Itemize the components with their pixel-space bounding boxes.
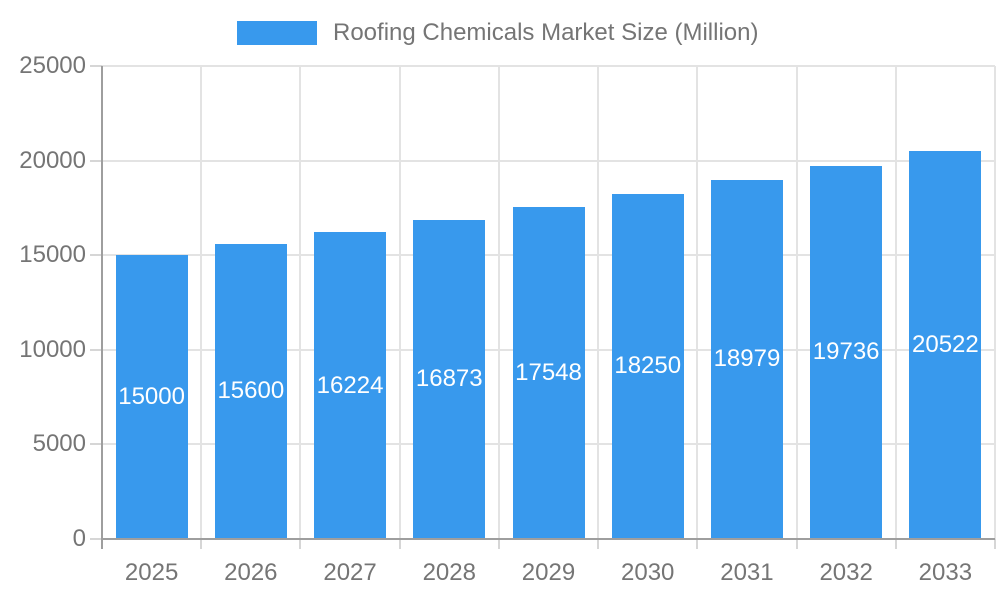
gridline-vertical xyxy=(597,66,600,539)
x-axis-tick-label: 2027 xyxy=(323,559,377,586)
y-axis-tick xyxy=(90,159,102,162)
bar xyxy=(115,255,188,539)
x-axis-tick xyxy=(398,539,401,549)
x-axis-tick xyxy=(994,539,996,549)
x-axis-tick xyxy=(696,539,699,549)
y-axis-tick-label: 0 xyxy=(72,525,86,552)
y-axis-tick-label: 25000 xyxy=(19,52,86,79)
chart-legend[interactable]: Roofing Chemicals Market Size (Million) xyxy=(237,18,758,48)
y-axis-tick xyxy=(90,538,102,540)
gridline-vertical xyxy=(200,66,203,539)
x-axis-tick-label: 2031 xyxy=(720,559,774,586)
bar xyxy=(810,165,883,539)
gridline-vertical xyxy=(696,66,699,539)
bar-value-label: 18250 xyxy=(614,352,682,380)
y-axis-tick-label: 5000 xyxy=(32,430,86,458)
bar-value-label: 15600 xyxy=(217,377,285,405)
gridline-horizontal xyxy=(102,65,995,67)
bar xyxy=(512,206,585,539)
legend-label: Roofing Chemicals Market Size (Million) xyxy=(333,19,759,46)
y-axis-line xyxy=(101,66,103,549)
bar-value-label: 16873 xyxy=(415,365,483,393)
bar-value-label: 19736 xyxy=(812,338,880,366)
gridline-vertical xyxy=(994,66,996,539)
x-axis-tick-label: 2025 xyxy=(124,559,179,586)
bar-value-label: 18979 xyxy=(713,345,781,373)
gridline-vertical xyxy=(497,66,500,539)
y-axis-tick xyxy=(90,65,102,67)
x-axis-tick-label: 2033 xyxy=(918,559,973,586)
gridline-vertical xyxy=(795,66,798,539)
legend-swatch xyxy=(237,21,317,45)
x-axis-tick-label: 2029 xyxy=(521,559,576,586)
y-axis-tick xyxy=(90,254,102,257)
gridline-vertical xyxy=(398,66,401,539)
x-axis-tick-label: 2032 xyxy=(819,559,873,586)
x-axis-tick xyxy=(597,539,600,549)
gridline-vertical xyxy=(299,66,302,539)
y-axis-tick xyxy=(90,348,102,351)
x-axis-tick-label: 2030 xyxy=(621,559,675,586)
x-axis-tick xyxy=(795,539,798,549)
bar xyxy=(214,243,287,539)
bar-value-label: 15000 xyxy=(118,383,185,411)
bar-value-label: 16224 xyxy=(316,371,384,399)
bar xyxy=(413,219,486,539)
x-axis-tick xyxy=(497,539,500,549)
bar-value-label: 17548 xyxy=(515,358,582,386)
bar xyxy=(710,179,783,539)
x-axis-tick xyxy=(200,539,203,549)
y-axis-tick xyxy=(90,443,102,446)
x-axis-tick-label: 2028 xyxy=(422,559,476,586)
x-axis-tick xyxy=(299,539,302,549)
bar xyxy=(909,150,982,539)
bar xyxy=(314,232,387,539)
y-axis-tick-label: 10000 xyxy=(19,335,86,363)
bar-value-label: 20522 xyxy=(912,330,979,358)
y-axis-tick-label: 20000 xyxy=(19,146,86,174)
bar xyxy=(611,193,684,539)
gridline-horizontal xyxy=(102,159,995,162)
x-axis-line xyxy=(102,538,995,540)
x-axis-tick xyxy=(894,539,897,549)
y-axis-tick-label: 15000 xyxy=(19,241,86,269)
x-axis-tick-label: 2026 xyxy=(224,559,278,586)
gridline-vertical xyxy=(894,66,897,539)
